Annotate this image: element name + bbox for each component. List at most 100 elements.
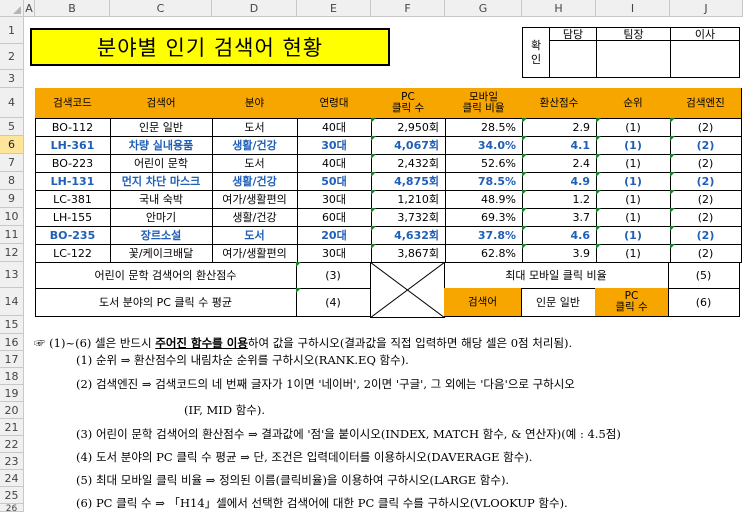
cell-field[interactable]: 도서 <box>212 226 298 245</box>
row-header-19[interactable]: 19 <box>0 385 24 402</box>
column-header-h[interactable]: H <box>522 0 596 17</box>
row-header-10[interactable]: 10 <box>0 208 24 226</box>
cell-code[interactable]: LH-361 <box>35 136 111 155</box>
cell-age[interactable]: 30대 <box>297 136 372 155</box>
cell-mobile-ratio[interactable]: 48.9% <box>445 190 523 209</box>
column-header-e[interactable]: E <box>297 0 371 17</box>
cell-rank[interactable]: (1) <box>596 190 671 209</box>
summary-value-5[interactable]: (5) <box>668 262 740 289</box>
row-header-13[interactable]: 13 <box>0 262 24 288</box>
cell-rank[interactable]: (1) <box>596 154 671 173</box>
cell-mobile-ratio[interactable]: 34.0% <box>445 136 523 155</box>
cell-pc-clicks[interactable]: 1,210회 <box>371 190 446 209</box>
column-header-f[interactable]: F <box>371 0 445 17</box>
cell-field[interactable]: 생활/건강 <box>212 172 298 191</box>
cell-code[interactable]: LC-381 <box>35 190 111 209</box>
header-pc-clicks[interactable]: PC 클릭 수 <box>371 88 446 119</box>
cell-mobile-ratio[interactable]: 69.3% <box>445 208 523 227</box>
cell-term[interactable]: 안마기 <box>110 208 213 227</box>
cell-score[interactable]: 3.7 <box>522 208 597 227</box>
cell-field[interactable]: 도서 <box>212 118 298 137</box>
cell-score[interactable]: 4.9 <box>522 172 597 191</box>
column-header-b[interactable]: B <box>35 0 110 17</box>
approval-sign-manager[interactable] <box>549 40 597 78</box>
cell-term[interactable]: 인문 일반 <box>110 118 213 137</box>
cell-age[interactable]: 40대 <box>297 154 372 173</box>
row-header-12[interactable]: 12 <box>0 244 24 262</box>
row-header-3[interactable]: 3 <box>0 70 24 88</box>
approval-sign-team-lead[interactable] <box>596 40 671 78</box>
cell-mobile-ratio[interactable]: 28.5% <box>445 118 523 137</box>
column-header-g[interactable]: G <box>445 0 522 17</box>
cell-term[interactable]: 먼지 차단 마스크 <box>110 172 213 191</box>
row-header-6[interactable]: 6 <box>0 136 24 154</box>
cell-engine[interactable]: (2) <box>670 172 742 191</box>
cell-mobile-ratio[interactable]: 62.8% <box>445 244 523 263</box>
cell-engine[interactable]: (2) <box>670 118 742 137</box>
cell-mobile-ratio[interactable]: 37.8% <box>445 226 523 245</box>
row-header-14[interactable]: 14 <box>0 288 24 316</box>
cell-term[interactable]: 어린이 문학 <box>110 154 213 173</box>
cell-pc-clicks[interactable]: 2,950회 <box>371 118 446 137</box>
cell-age[interactable]: 40대 <box>297 118 372 137</box>
summary-term-select[interactable]: 인문 일반 <box>521 288 596 317</box>
cell-age[interactable]: 50대 <box>297 172 372 191</box>
row-header-21[interactable]: 21 <box>0 419 24 436</box>
cell-pc-clicks[interactable]: 4,632회 <box>371 226 446 245</box>
header-field[interactable]: 분야 <box>212 88 298 119</box>
cell-rank[interactable]: (1) <box>596 226 671 245</box>
cell-engine[interactable]: (2) <box>670 244 742 263</box>
column-header-c[interactable]: C <box>110 0 212 17</box>
cell-age[interactable]: 30대 <box>297 190 372 209</box>
column-header-a[interactable]: A <box>24 0 35 17</box>
row-header-2[interactable]: 2 <box>0 44 24 70</box>
cell-field[interactable]: 생활/건강 <box>212 208 298 227</box>
select-all-corner[interactable] <box>0 0 24 17</box>
column-header-d[interactable]: D <box>212 0 297 17</box>
summary-value-6[interactable]: (6) <box>668 288 740 317</box>
cell-pc-clicks[interactable]: 2,432회 <box>371 154 446 173</box>
cell-term[interactable]: 장르소설 <box>110 226 213 245</box>
cell-code[interactable]: LH-155 <box>35 208 111 227</box>
row-header-5[interactable]: 5 <box>0 118 24 136</box>
cell-term[interactable]: 국내 숙박 <box>110 190 213 209</box>
row-header-20[interactable]: 20 <box>0 402 24 419</box>
column-header-i[interactable]: I <box>596 0 670 17</box>
cell-age[interactable]: 60대 <box>297 208 372 227</box>
cell-rank[interactable]: (1) <box>596 172 671 191</box>
header-engine[interactable]: 검색엔진 <box>670 88 742 119</box>
cell-pc-clicks[interactable]: 4,067회 <box>371 136 446 155</box>
row-header-26[interactable]: 26 <box>0 504 24 514</box>
row-header-1[interactable]: 1 <box>0 17 24 44</box>
cell-score[interactable]: 3.9 <box>522 244 597 263</box>
cell-term[interactable]: 차량 실내용품 <box>110 136 213 155</box>
cell-rank[interactable]: (1) <box>596 136 671 155</box>
header-age[interactable]: 연령대 <box>297 88 372 119</box>
header-term[interactable]: 검색어 <box>110 88 213 119</box>
approval-sign-director[interactable] <box>670 40 740 78</box>
cell-code[interactable]: LC-122 <box>35 244 111 263</box>
cell-rank[interactable]: (1) <box>596 118 671 137</box>
cell-pc-clicks[interactable]: 3,732회 <box>371 208 446 227</box>
row-header-11[interactable]: 11 <box>0 226 24 244</box>
cell-engine[interactable]: (2) <box>670 154 742 173</box>
row-header-15[interactable]: 15 <box>0 316 24 334</box>
header-mobile-ratio[interactable]: 모바일 클릭 비율 <box>445 88 523 119</box>
cell-mobile-ratio[interactable]: 52.6% <box>445 154 523 173</box>
cell-code[interactable]: BO-112 <box>35 118 111 137</box>
cell-pc-clicks[interactable]: 4,875회 <box>371 172 446 191</box>
row-header-23[interactable]: 23 <box>0 453 24 470</box>
cell-field[interactable]: 여가/생활편의 <box>212 244 298 263</box>
row-header-25[interactable]: 25 <box>0 487 24 504</box>
row-header-22[interactable]: 22 <box>0 436 24 453</box>
summary-value-4[interactable]: (4) <box>296 288 371 317</box>
row-header-8[interactable]: 8 <box>0 172 24 190</box>
cell-term[interactable]: 꽃/케이크배달 <box>110 244 213 263</box>
summary-value-3[interactable]: (3) <box>296 262 371 289</box>
cell-pc-clicks[interactable]: 3,867회 <box>371 244 446 263</box>
row-header-16[interactable]: 16 <box>0 334 24 351</box>
cell-age[interactable]: 20대 <box>297 226 372 245</box>
row-header-17[interactable]: 17 <box>0 351 24 368</box>
cell-rank[interactable]: (1) <box>596 244 671 263</box>
header-rank[interactable]: 순위 <box>596 88 671 119</box>
